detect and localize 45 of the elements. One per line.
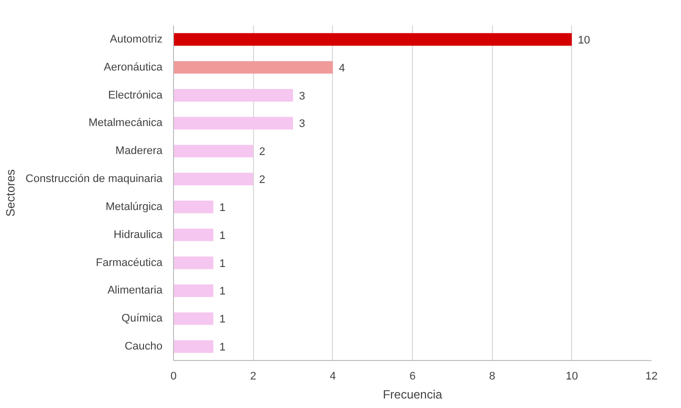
y-tick-label: Aeronáutica — [104, 61, 164, 74]
x-tick-label: 0 — [170, 370, 177, 382]
data-label: 2 — [259, 146, 266, 158]
y-tick-label: Metalmecánica — [88, 117, 164, 130]
bar — [174, 312, 214, 325]
bar — [174, 284, 214, 297]
bar — [174, 33, 572, 46]
x-tick-label: 2 — [250, 370, 256, 382]
data-label: 3 — [299, 90, 306, 102]
x-tick-label: 4 — [330, 370, 336, 382]
data-label: 1 — [219, 258, 226, 270]
x-tick-label: 12 — [645, 370, 658, 382]
data-label: 3 — [299, 118, 306, 130]
data-label: 1 — [219, 230, 226, 242]
x-axis-title: Frecuencia — [382, 388, 443, 402]
data-label: 4 — [338, 62, 345, 74]
y-tick-label: Automotriz — [110, 33, 163, 46]
bar — [174, 200, 214, 214]
data-label: 10 — [578, 34, 590, 46]
bar — [174, 228, 214, 242]
y-tick-label: Química — [122, 312, 164, 325]
bar — [174, 61, 333, 74]
y-tick-label: Metalúrgica — [106, 200, 164, 213]
bar — [174, 172, 254, 186]
y-tick-label: Hidraulica — [114, 228, 164, 241]
data-label: 1 — [219, 314, 226, 326]
x-tick-label: 8 — [489, 370, 496, 382]
y-tick-label: Farmacéutica — [96, 256, 164, 269]
data-label: 1 — [219, 342, 226, 354]
x-tick-label: 10 — [566, 370, 578, 382]
y-tick-label: Maderera — [115, 145, 164, 158]
y-tick-label: Construcción de maquinaria — [26, 173, 164, 186]
data-label: 1 — [219, 286, 226, 298]
bar — [174, 116, 293, 130]
y-tick-label: Electrónica — [108, 89, 164, 102]
bar — [174, 89, 293, 102]
data-label: 1 — [219, 202, 226, 214]
x-tick-label: 6 — [409, 370, 416, 382]
y-tick-label: Alimentaria — [107, 284, 164, 297]
bar — [174, 340, 214, 353]
bar — [174, 256, 214, 270]
bar — [174, 144, 254, 158]
y-axis-title: Sectores — [4, 169, 18, 217]
y-tick-label: Caucho — [124, 340, 163, 353]
data-label: 2 — [259, 174, 266, 186]
